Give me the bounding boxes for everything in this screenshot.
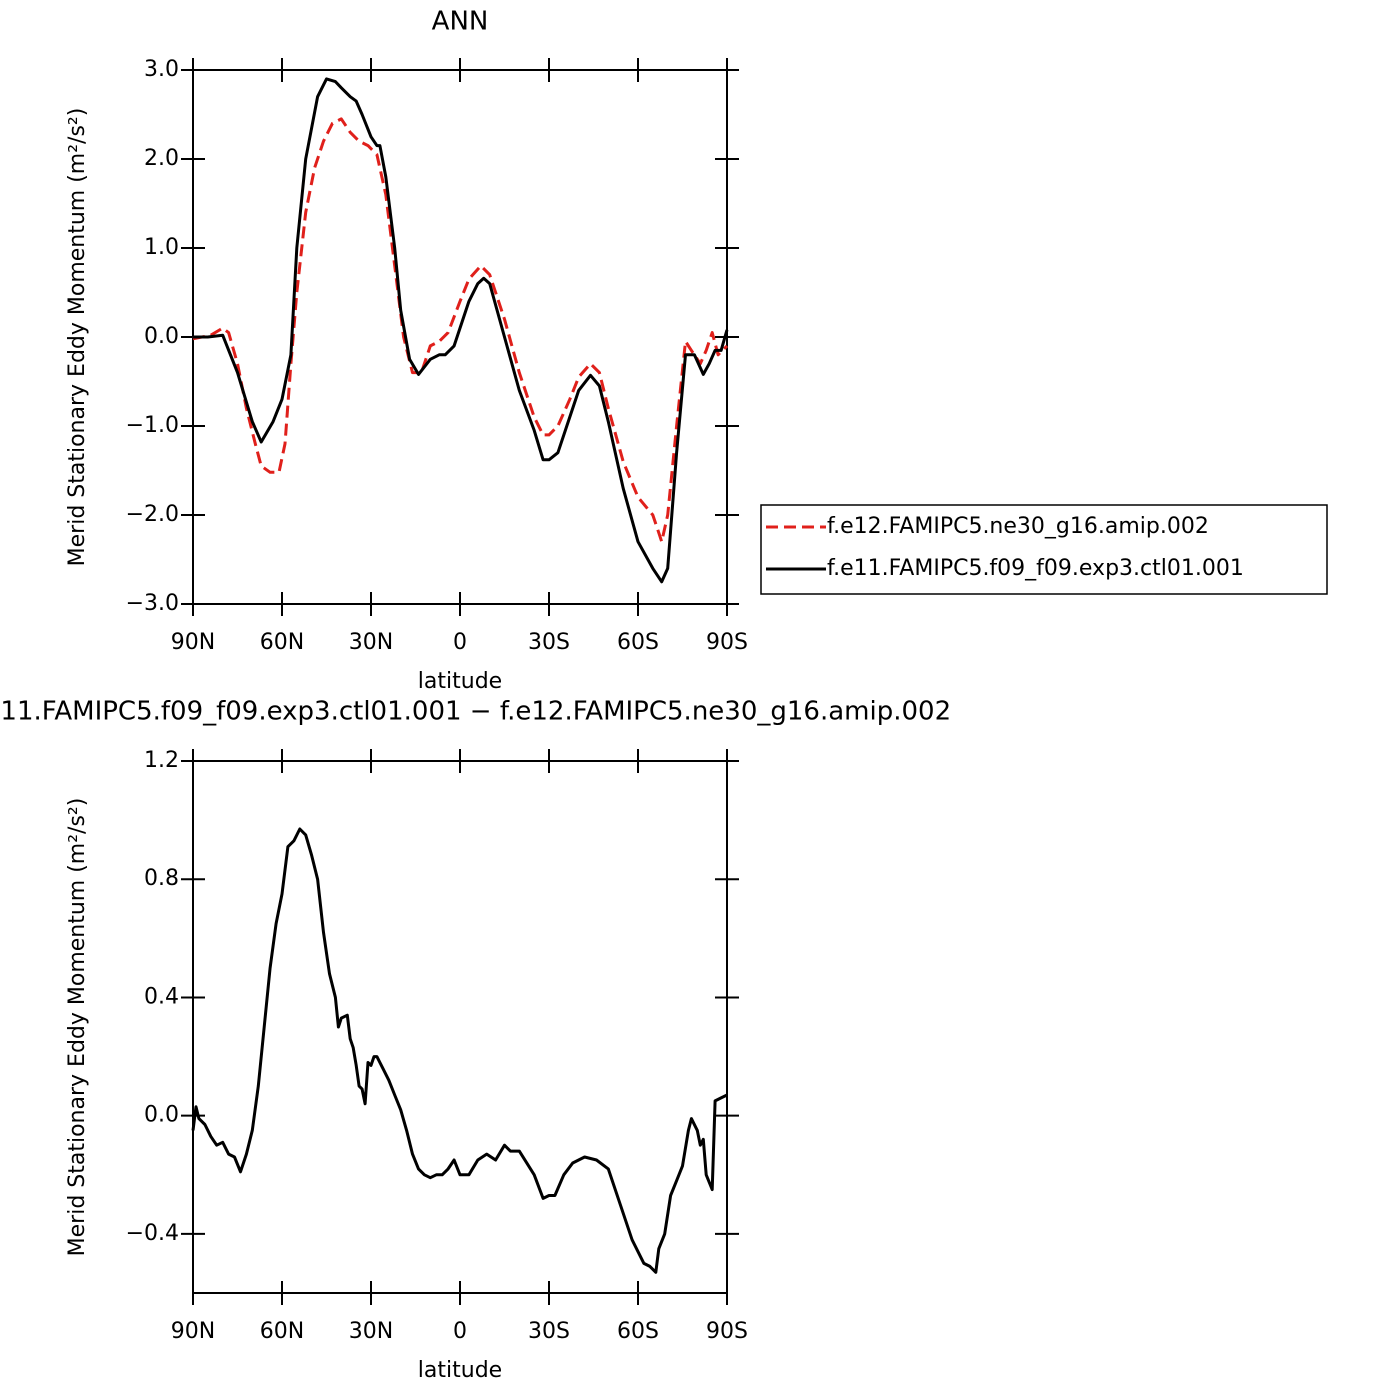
- y-tick-label: 0.0: [144, 324, 179, 349]
- x-tick-label: 60S: [617, 1319, 659, 1344]
- x-tick-label: 90N: [171, 630, 215, 655]
- x-axis-label: latitude: [418, 1358, 502, 1383]
- x-axis-label: latitude: [418, 669, 502, 694]
- x-tick-label: 0: [453, 1319, 467, 1344]
- y-tick-label: 0.0: [144, 1103, 179, 1128]
- y-tick-label: 0.8: [144, 866, 179, 891]
- series-line: [191, 827, 728, 1274]
- x-tick-label: 30N: [349, 1319, 393, 1344]
- y-tick-label: −1.0: [126, 413, 179, 438]
- y-tick-label: 1.2: [144, 748, 179, 773]
- y-tick-label: 2.0: [144, 146, 179, 171]
- x-tick-label: 0: [453, 630, 467, 655]
- x-tick-label: 60N: [260, 1319, 304, 1344]
- legend-label: f.e12.FAMIPC5.ne30_g16.amip.002: [827, 514, 1209, 539]
- x-tick-label: 90S: [706, 1319, 748, 1344]
- y-tick-label: 3.0: [144, 57, 179, 82]
- series-line: [193, 77, 729, 584]
- y-tick-label: 0.4: [144, 984, 179, 1009]
- series-line: [192, 117, 729, 544]
- y-tick-label: −2.0: [126, 502, 179, 527]
- x-tick-label: 90S: [706, 630, 748, 655]
- chart-title: ANN: [432, 7, 489, 37]
- plot-frame: [192, 69, 728, 605]
- y-tick-label: 1.0: [144, 235, 179, 260]
- x-tick-label: 30S: [528, 630, 570, 655]
- chart-title: f.e11.FAMIPC5.f09_f09.exp3.ctl01.001 − f…: [0, 697, 951, 727]
- x-tick-label: 30N: [349, 630, 393, 655]
- plot-frame: [192, 760, 728, 1294]
- x-tick-label: 60N: [260, 630, 304, 655]
- y-tick-label: −3.0: [126, 591, 179, 616]
- legend-label: f.e11.FAMIPC5.f09_f09.exp3.ctl01.001: [827, 556, 1244, 581]
- y-axis-label: Merid Stationary Eddy Momentum (m²/s²): [65, 798, 90, 1257]
- x-tick-label: 60S: [617, 630, 659, 655]
- legend-box: [760, 504, 1328, 595]
- x-tick-label: 90N: [171, 1319, 215, 1344]
- y-tick-label: −0.4: [126, 1221, 179, 1246]
- y-axis-label: Merid Stationary Eddy Momentum (m²/s²): [65, 108, 90, 567]
- x-tick-label: 30S: [528, 1319, 570, 1344]
